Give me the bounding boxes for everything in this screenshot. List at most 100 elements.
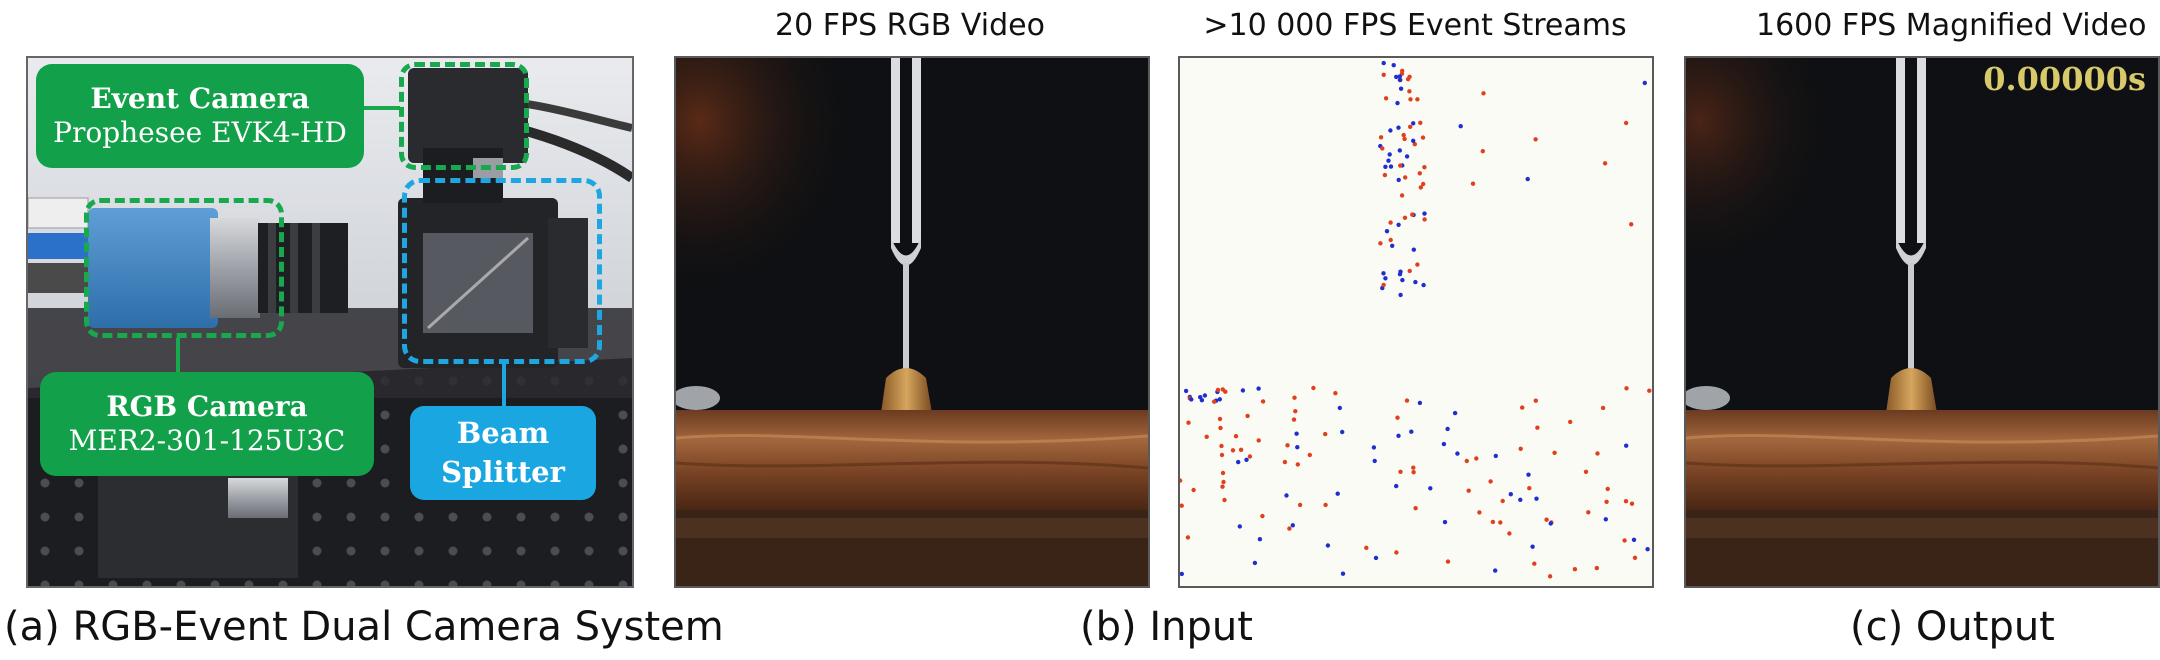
event-point	[1256, 386, 1261, 391]
event-point	[1533, 137, 1538, 142]
event-point	[1219, 452, 1225, 458]
event-point	[1407, 268, 1412, 274]
event-point	[1507, 531, 1512, 536]
event-point	[1285, 443, 1290, 448]
event-point	[1422, 217, 1427, 222]
event-point	[1222, 497, 1227, 503]
event-point	[1180, 571, 1184, 577]
event-point	[1403, 175, 1408, 180]
event-point	[1337, 405, 1342, 411]
event-point	[1544, 517, 1549, 522]
event-point	[1340, 429, 1345, 435]
event-point	[1455, 451, 1460, 456]
event-point	[1204, 434, 1209, 439]
event-point	[1180, 478, 1183, 483]
event-point	[1183, 388, 1189, 394]
event-point	[1378, 241, 1383, 246]
event-point	[1287, 526, 1292, 531]
event-point	[1418, 120, 1423, 125]
event-point	[1631, 537, 1637, 542]
event-point	[1417, 171, 1422, 176]
event-point	[1488, 479, 1493, 484]
event-point	[1189, 397, 1194, 402]
event-point	[1415, 97, 1420, 102]
event-point	[1397, 77, 1403, 83]
event-point	[1415, 262, 1420, 267]
event-point	[1388, 164, 1394, 169]
tuning-fork-scene-output	[1686, 58, 2158, 586]
event-point	[1390, 243, 1395, 248]
rgb-camera-label: RGB Camera MER2-301-125U3C	[40, 372, 374, 476]
event-point	[1240, 388, 1246, 393]
event-point	[1307, 452, 1312, 458]
event-point	[1294, 431, 1299, 436]
event-point	[1399, 193, 1405, 198]
event-point	[1533, 398, 1538, 403]
event-point	[1552, 450, 1557, 455]
event-point	[1404, 398, 1410, 403]
event-camera-highlight	[399, 62, 529, 170]
event-point	[1381, 60, 1386, 66]
event-point	[1221, 479, 1226, 485]
event-point	[1532, 561, 1537, 566]
event-point	[1402, 136, 1407, 142]
event-point	[1400, 277, 1405, 283]
event-point	[1420, 135, 1426, 140]
event-point	[1217, 397, 1222, 402]
event-point	[1284, 493, 1289, 498]
rgb-video-title: 20 FPS RGB Video	[775, 8, 1045, 43]
event-point	[1230, 448, 1236, 453]
event-point	[1212, 399, 1217, 404]
event-point	[1602, 161, 1608, 166]
event-point	[1404, 154, 1410, 159]
event-point	[1498, 520, 1503, 525]
event-point	[1383, 276, 1388, 281]
event-point	[1311, 385, 1316, 391]
event-point	[1340, 571, 1346, 576]
event-point	[1594, 565, 1599, 571]
event-point	[1244, 457, 1249, 462]
event-point	[1604, 499, 1609, 504]
event-point	[1568, 419, 1573, 425]
event-point	[1534, 496, 1539, 501]
rgb-video-frame	[674, 56, 1150, 588]
event-point	[1398, 86, 1404, 91]
rgb-camera-title: RGB Camera	[106, 389, 308, 423]
event-point	[1394, 483, 1399, 489]
event-stream-title: >10 000 FPS Event Streams	[1203, 8, 1627, 43]
event-stream-frame	[1178, 56, 1654, 588]
event-point	[1526, 472, 1531, 477]
event-point	[1396, 433, 1401, 438]
event-point	[1323, 502, 1328, 508]
dual-camera-photo: Event Camera Prophesee EVK4-HD RGB Camer…	[26, 56, 634, 588]
event-point	[1535, 425, 1540, 430]
event-point	[1464, 458, 1469, 464]
event-point	[1408, 124, 1413, 129]
event-point	[1384, 229, 1390, 234]
label-connectors	[176, 106, 506, 410]
event-point	[1445, 426, 1450, 432]
caption-c: (c) Output	[1850, 604, 2055, 650]
event-point	[1219, 443, 1224, 449]
event-point	[1252, 560, 1258, 566]
event-point	[1220, 470, 1226, 476]
event-point	[1396, 125, 1401, 130]
event-point	[1410, 212, 1415, 217]
event-point	[1325, 543, 1331, 548]
event-point	[1412, 142, 1417, 147]
output-timestamp: 0.00000s	[1983, 60, 2146, 98]
event-point	[1333, 391, 1338, 396]
event-point	[1413, 279, 1418, 285]
event-point	[1600, 405, 1606, 411]
event-point	[1408, 97, 1413, 102]
magnified-video-title: 1600 FPS Magnified Video	[1756, 8, 2147, 43]
caption-b: (b) Input	[1080, 604, 1253, 650]
event-point	[1490, 519, 1496, 525]
event-point	[1391, 63, 1396, 68]
event-point	[1409, 429, 1414, 434]
event-point	[1422, 165, 1427, 170]
event-point	[1508, 492, 1513, 497]
event-point	[1474, 456, 1479, 461]
event-point	[1215, 387, 1221, 393]
event-point	[1583, 469, 1589, 474]
